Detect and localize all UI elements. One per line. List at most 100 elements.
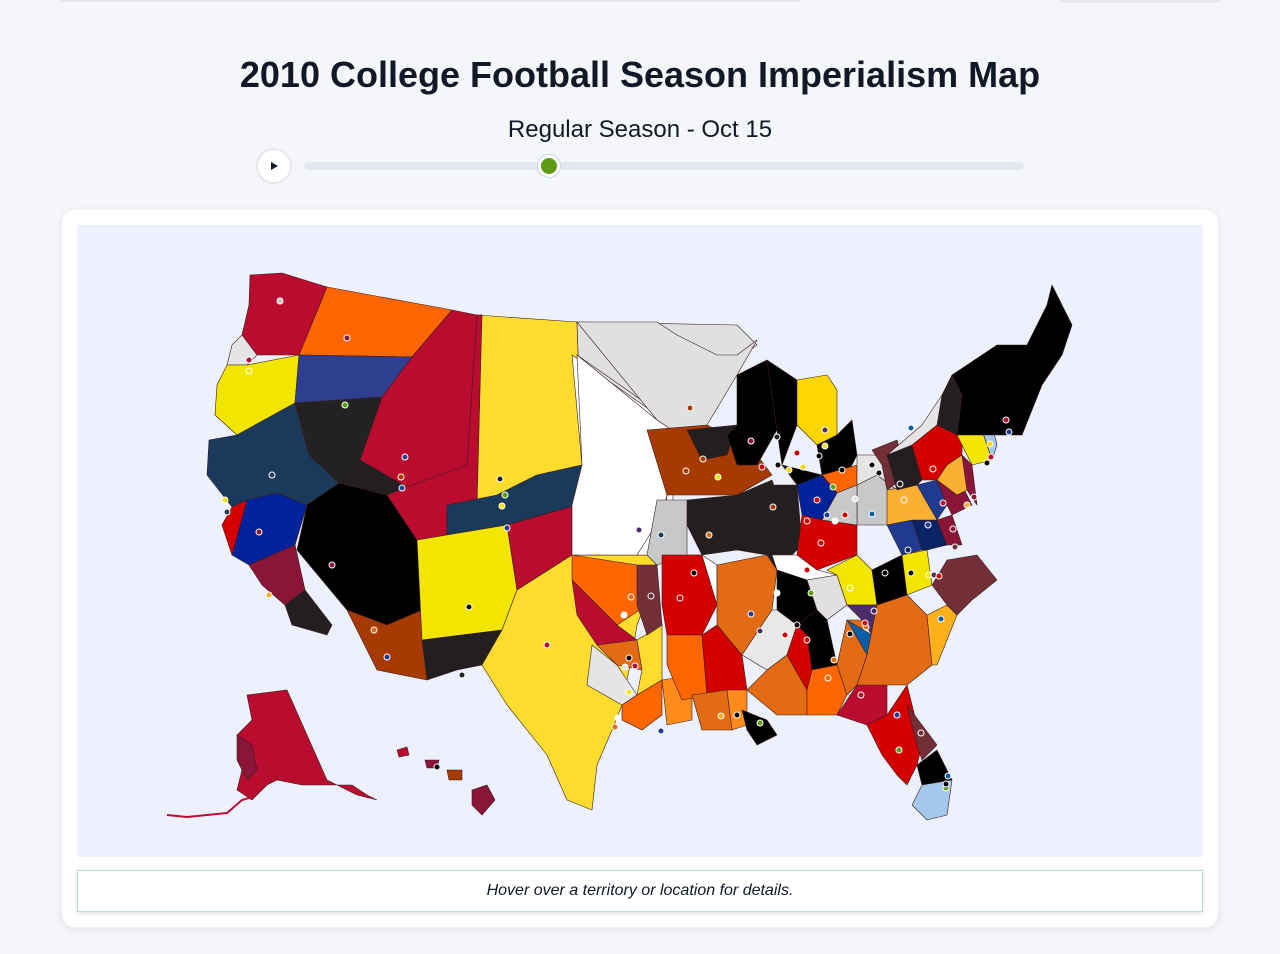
location-marker[interactable] bbox=[501, 491, 509, 499]
location-marker[interactable] bbox=[815, 452, 823, 460]
territory-north-carolina-west[interactable] bbox=[871, 554, 908, 606]
location-marker[interactable] bbox=[924, 521, 932, 529]
location-marker[interactable] bbox=[625, 688, 633, 696]
location-marker[interactable] bbox=[900, 496, 908, 504]
location-marker[interactable] bbox=[756, 627, 764, 635]
territory-texas-gulf[interactable] bbox=[621, 679, 663, 731]
location-marker[interactable] bbox=[951, 543, 959, 551]
location-marker[interactable] bbox=[1005, 428, 1013, 436]
location-marker[interactable] bbox=[265, 591, 273, 599]
location-marker[interactable] bbox=[245, 356, 253, 364]
location-marker[interactable] bbox=[939, 499, 947, 507]
location-marker[interactable] bbox=[343, 334, 351, 342]
location-marker[interactable] bbox=[824, 674, 832, 682]
territory-new-england[interactable] bbox=[951, 284, 1073, 436]
territory-north-carolina[interactable] bbox=[931, 554, 998, 616]
location-marker[interactable] bbox=[433, 763, 441, 771]
location-marker[interactable] bbox=[929, 465, 937, 473]
location-marker[interactable] bbox=[635, 526, 643, 534]
location-marker[interactable] bbox=[821, 426, 829, 434]
territory-louisiana-coast[interactable] bbox=[741, 709, 778, 746]
location-marker[interactable] bbox=[785, 466, 793, 474]
territory-kentucky-east[interactable] bbox=[806, 574, 848, 621]
location-marker[interactable] bbox=[807, 589, 815, 597]
location-marker[interactable] bbox=[875, 469, 883, 477]
location-marker[interactable] bbox=[397, 473, 405, 481]
location-marker[interactable] bbox=[895, 746, 903, 754]
location-marker[interactable] bbox=[682, 467, 690, 475]
location-marker[interactable] bbox=[398, 484, 406, 492]
location-marker[interactable] bbox=[803, 517, 811, 525]
location-marker[interactable] bbox=[963, 501, 971, 509]
territory-louisiana-north[interactable] bbox=[701, 624, 748, 696]
location-marker[interactable] bbox=[245, 367, 253, 375]
location-marker[interactable] bbox=[793, 449, 801, 457]
location-marker[interactable] bbox=[621, 663, 629, 671]
location-marker[interactable] bbox=[733, 711, 741, 719]
play-button[interactable] bbox=[256, 148, 292, 184]
location-marker[interactable] bbox=[868, 510, 876, 518]
location-marker[interactable] bbox=[223, 508, 231, 516]
territory-new-york-north[interactable] bbox=[886, 394, 943, 456]
location-marker[interactable] bbox=[614, 714, 622, 722]
location-marker[interactable] bbox=[1002, 416, 1010, 424]
location-marker[interactable] bbox=[830, 656, 838, 664]
location-marker[interactable] bbox=[781, 631, 789, 639]
location-marker[interactable] bbox=[747, 437, 755, 445]
location-marker[interactable] bbox=[503, 524, 511, 532]
territory-vermont[interactable] bbox=[936, 374, 963, 436]
territory-florida-panhandle[interactable] bbox=[836, 674, 888, 726]
location-marker[interactable] bbox=[328, 561, 336, 569]
location-marker[interactable] bbox=[625, 654, 633, 662]
location-marker[interactable] bbox=[458, 671, 466, 679]
location-marker[interactable] bbox=[904, 546, 912, 554]
location-marker[interactable] bbox=[647, 592, 655, 600]
location-marker[interactable] bbox=[611, 723, 619, 731]
location-marker[interactable] bbox=[970, 493, 978, 501]
location-marker[interactable] bbox=[881, 569, 889, 577]
location-marker[interactable] bbox=[799, 463, 807, 471]
location-marker[interactable] bbox=[341, 401, 349, 409]
territory-new-jersey-coast[interactable] bbox=[961, 454, 978, 506]
location-marker[interactable] bbox=[756, 719, 764, 727]
location-marker[interactable] bbox=[851, 495, 859, 503]
location-marker[interactable] bbox=[823, 511, 831, 519]
location-marker[interactable] bbox=[717, 712, 725, 720]
location-marker[interactable] bbox=[657, 727, 665, 735]
territory-hawaii-kauai[interactable] bbox=[396, 746, 410, 758]
location-marker[interactable] bbox=[857, 691, 865, 699]
location-marker[interactable] bbox=[496, 475, 504, 483]
location-marker[interactable] bbox=[829, 483, 837, 491]
location-marker[interactable] bbox=[276, 297, 284, 305]
location-marker[interactable] bbox=[793, 621, 801, 629]
location-marker[interactable] bbox=[942, 780, 950, 788]
location-marker[interactable] bbox=[465, 603, 473, 611]
location-marker[interactable] bbox=[907, 424, 915, 432]
location-marker[interactable] bbox=[838, 466, 846, 474]
territory-arizona-east[interactable] bbox=[421, 629, 503, 681]
location-marker[interactable] bbox=[383, 653, 391, 661]
location-marker[interactable] bbox=[821, 442, 829, 450]
location-marker[interactable] bbox=[686, 404, 694, 412]
location-marker[interactable] bbox=[893, 711, 901, 719]
territory-hawaii-maui[interactable] bbox=[446, 769, 463, 781]
territory-oklahoma[interactable] bbox=[571, 554, 648, 626]
location-marker[interactable] bbox=[813, 496, 821, 504]
territory-alaska[interactable] bbox=[236, 689, 378, 801]
location-marker[interactable] bbox=[987, 453, 995, 461]
territory-california-coast[interactable] bbox=[284, 589, 333, 636]
location-marker[interactable] bbox=[841, 511, 849, 519]
location-marker[interactable] bbox=[868, 461, 876, 469]
location-marker[interactable] bbox=[714, 473, 722, 481]
location-marker[interactable] bbox=[268, 471, 276, 479]
location-marker[interactable] bbox=[986, 440, 994, 448]
location-marker[interactable] bbox=[221, 496, 229, 504]
territory-north-carolina-coast[interactable] bbox=[926, 604, 958, 666]
location-marker[interactable] bbox=[699, 455, 707, 463]
location-marker[interactable] bbox=[705, 531, 713, 539]
location-marker[interactable] bbox=[817, 539, 825, 547]
territory-new-mexico[interactable] bbox=[416, 524, 518, 641]
territory-washington[interactable] bbox=[241, 272, 328, 356]
location-marker[interactable] bbox=[631, 662, 639, 670]
territory-south-carolina[interactable] bbox=[856, 594, 933, 686]
